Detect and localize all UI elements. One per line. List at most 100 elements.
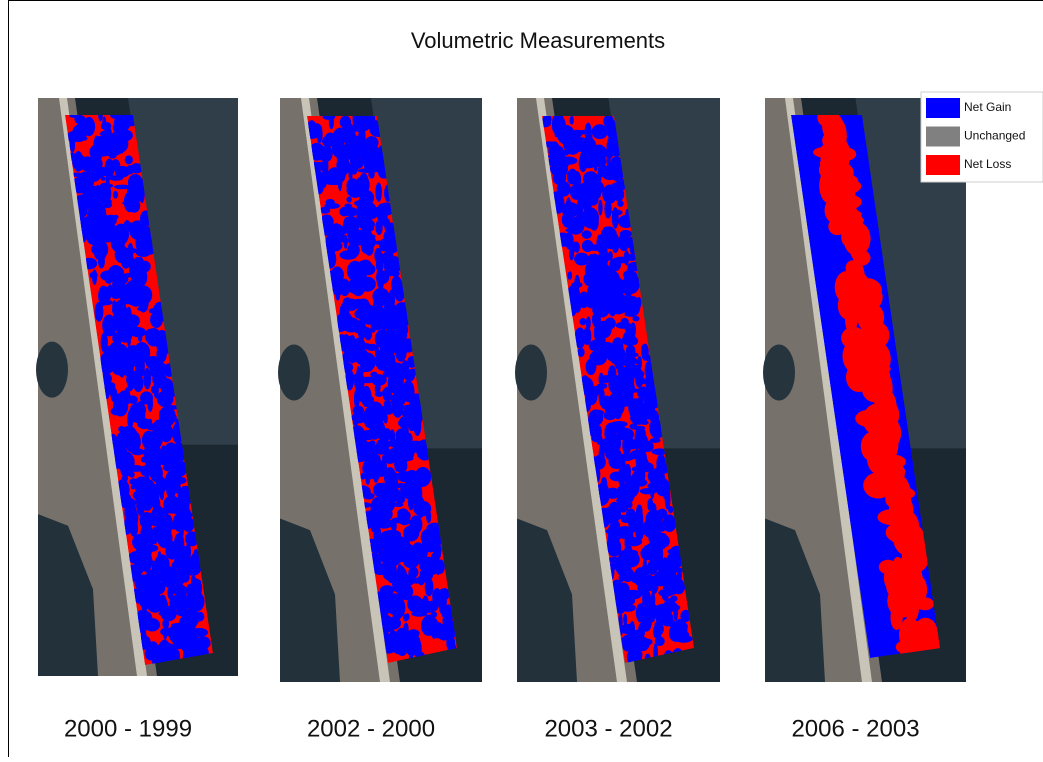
strip-patch: [668, 505, 674, 514]
strip-patch: [630, 411, 648, 425]
strip-patch: [419, 566, 434, 582]
strip-patch: [168, 623, 187, 644]
strip-patch: [147, 394, 153, 412]
strip-patch: [348, 342, 367, 351]
strip-patch: [130, 163, 143, 174]
beach: [536, 98, 627, 682]
strip-patch: [155, 565, 172, 573]
strip-patch: [855, 263, 866, 301]
strip-patch: [605, 556, 624, 563]
strip-patch: [357, 175, 370, 195]
bay: [280, 518, 340, 682]
strip-patch: [397, 583, 414, 600]
strip-patch: [617, 200, 624, 207]
strip-patch: [665, 567, 671, 586]
strip-patch: [361, 217, 374, 234]
strip-patch: [595, 434, 603, 445]
strip-patch: [574, 252, 590, 266]
strip-patch: [353, 417, 359, 427]
strip-patch: [137, 610, 153, 626]
strip-patch: [661, 611, 674, 627]
strip-patch: [581, 230, 592, 239]
strip-patch: [82, 116, 96, 137]
strip-patch: [664, 487, 671, 510]
strip-patch: [146, 595, 163, 613]
strip-patch: [127, 198, 141, 213]
strip-patch: [94, 301, 104, 322]
strip-patch: [404, 479, 413, 492]
strip-patch: [74, 115, 80, 124]
strip-patch: [674, 621, 688, 631]
strip-patch: [393, 462, 405, 467]
ocean-glare: [608, 98, 720, 449]
strip-patch: [603, 116, 614, 128]
strip-patch: [571, 137, 589, 151]
strip-patch: [644, 620, 651, 625]
strip-patch: [627, 364, 642, 370]
strip-patch: [419, 473, 427, 487]
strip-patch: [132, 374, 144, 393]
strip-patch: [577, 347, 585, 357]
strip-patch: [604, 317, 616, 330]
strip-patch: [138, 400, 147, 406]
strip-patch: [97, 159, 103, 169]
strip-patch: [119, 425, 138, 447]
panel-label: 2002 - 2000: [307, 715, 435, 742]
strip-patch: [364, 518, 382, 524]
strip-patch: [372, 287, 390, 305]
strip-patch: [193, 632, 199, 640]
strip-patch: [579, 318, 587, 326]
strip-patch: [438, 590, 447, 613]
panel-label: 2006 - 2003: [791, 715, 919, 742]
strip-patch: [644, 360, 654, 379]
strip-patch: [628, 359, 642, 364]
strip-patch: [128, 320, 138, 331]
strip-patch: [157, 550, 162, 569]
strip-patch: [616, 490, 630, 513]
strip-patch: [396, 565, 406, 586]
strip-patch: [316, 125, 323, 144]
strip-patch: [326, 169, 339, 179]
strip-patch: [150, 422, 166, 431]
strip-patch: [624, 544, 633, 555]
strip-patch: [118, 139, 126, 147]
strip-patch: [177, 515, 187, 527]
strip-patch: [192, 599, 202, 611]
strip-patch: [388, 304, 397, 309]
strip-patch: [560, 149, 570, 156]
strip-patch: [623, 613, 628, 626]
strip-patch: [376, 266, 383, 289]
beach: [301, 98, 390, 682]
strip-patch: [434, 549, 441, 560]
strip-patch: [898, 480, 912, 512]
strip-patch: [552, 151, 561, 173]
strip-patch: [424, 577, 434, 597]
strip-patch: [104, 381, 116, 389]
strip-patch: [652, 467, 662, 489]
strip-patch: [349, 151, 361, 168]
strip-patch: [145, 558, 150, 574]
strip-patch: [106, 352, 122, 358]
strip-patch: [617, 453, 635, 462]
strip-patch: [420, 615, 437, 636]
strip-patch: [402, 380, 415, 403]
strip-patch: [325, 132, 336, 142]
strip-patch: [620, 317, 629, 326]
strip-patch: [626, 351, 633, 359]
strip-patch: [125, 518, 131, 529]
strip-patch: [602, 184, 618, 204]
panels: [36, 98, 966, 682]
strip-patch: [612, 164, 619, 173]
strip-patch: [822, 115, 844, 141]
strip-patch: [184, 627, 197, 643]
strip-patch: [611, 233, 620, 254]
strip-patch: [649, 420, 662, 433]
strip-patch: [616, 526, 634, 540]
strip-patch: [395, 342, 407, 362]
strip-patch: [413, 598, 425, 604]
strip-patch: [145, 544, 159, 552]
strip-patch: [408, 566, 419, 578]
strip-patch: [337, 169, 343, 192]
strip-patch: [630, 322, 637, 338]
strip-patch: [619, 229, 632, 238]
